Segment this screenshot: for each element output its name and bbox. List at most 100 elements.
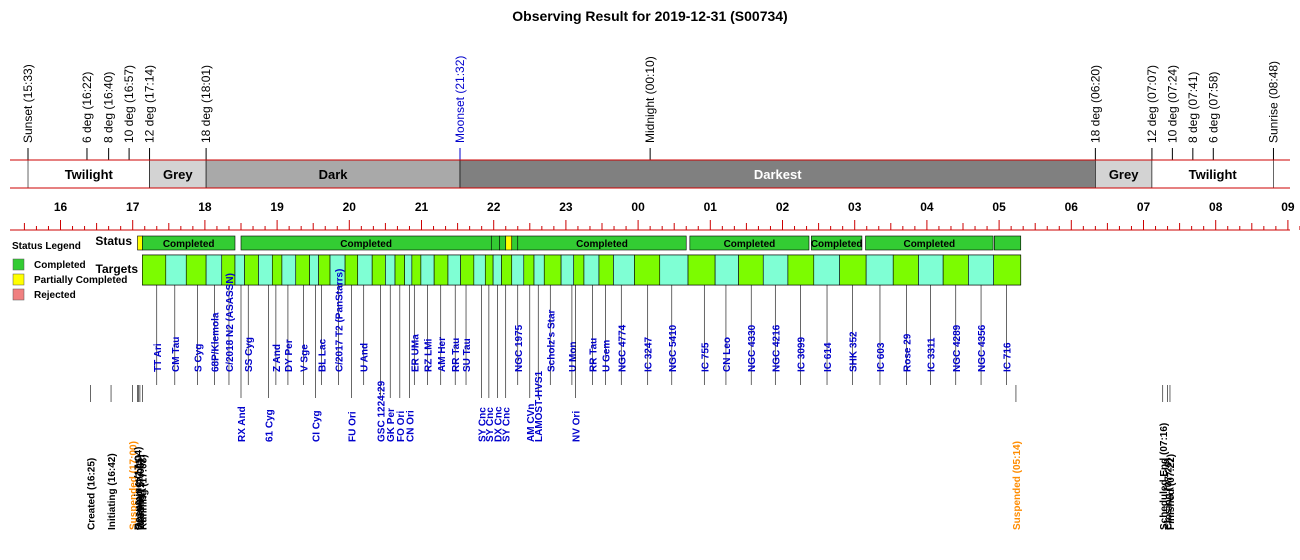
- sky-band-layer: Twilight Grey Dark Darkest Grey Twilight: [10, 159, 1290, 189]
- run-event-label: Scheduled End (07:16): [1159, 423, 1170, 530]
- target-block: [484, 254, 494, 286]
- twilight-event-layer: Sunset (15:33) 6 deg (16:22) 8 deg (16:40)…: [21, 56, 1280, 160]
- target-block: [492, 254, 502, 286]
- target-label-upper: TT Ari: [153, 343, 164, 372]
- target-label-upper: CN Leo: [722, 337, 733, 372]
- target-block: [787, 254, 815, 286]
- twilight-event-label: 10 deg (07:24): [1165, 65, 1179, 143]
- target-label-upper: NGC 1975: [514, 324, 525, 372]
- target-block: [865, 254, 894, 286]
- run-event-label: Running (17:08): [138, 454, 149, 530]
- target-label-lower: CN Ori: [405, 410, 416, 442]
- target-block: [404, 254, 413, 286]
- status-segment-label: Completed: [724, 239, 776, 250]
- target-label-upper: S Cyg: [194, 344, 205, 372]
- axis-hour-label: 21: [415, 200, 429, 214]
- target-label-lower: DX Cnc: [493, 406, 504, 442]
- target-block: [433, 254, 449, 286]
- target-block: [258, 254, 273, 286]
- target-block: [394, 254, 405, 286]
- target-label-lower: AM CVn: [526, 404, 537, 442]
- target-label-upper: NGC 4289: [952, 324, 963, 372]
- run-event-label: Suspended (17:00): [129, 441, 140, 530]
- run-event-label: Closing (07:20): [1164, 458, 1175, 530]
- target-label-upper: Rose 29: [902, 333, 913, 372]
- target-label-upper: NGC 4216: [771, 324, 782, 372]
- target-label-upper: BL Lac: [318, 338, 329, 372]
- target-block: [523, 254, 535, 286]
- target-label-upper: C/2017 T2 (PanStarrs): [334, 269, 345, 372]
- target-label-lower: 61 Cyg: [265, 409, 276, 442]
- target-label-upper: ER UMa: [410, 334, 421, 372]
- run-event-label: Opening (17:05): [135, 454, 146, 530]
- target-block: [244, 254, 259, 286]
- twilight-event-label: Moonset (21:32): [453, 56, 467, 143]
- target-label-lower: RX And: [237, 406, 248, 442]
- status-legend: Status Legend Completed Partially Complete…: [12, 241, 127, 301]
- target-label-upper: U Mon: [568, 341, 579, 372]
- run-event-label: Initiating (16:42): [107, 453, 118, 530]
- axis-hour-label: 01: [704, 200, 718, 214]
- run-event-label: Resuming (17:04): [134, 447, 145, 530]
- target-label-upper: CM Tau: [171, 337, 182, 372]
- legend-title: Status Legend: [12, 241, 81, 252]
- target-block: [385, 254, 396, 286]
- axis-hour-label: 23: [559, 200, 573, 214]
- twilight-event-label: 8 deg (16:40): [102, 72, 116, 143]
- axis-hour-label: 08: [1209, 200, 1223, 214]
- axis-hour-label: 03: [848, 200, 862, 214]
- legend-swatch: [12, 258, 25, 271]
- legend-swatch: [12, 273, 25, 286]
- target-block: [357, 254, 373, 286]
- target-label-upper: NGC 4356: [977, 324, 988, 372]
- target-block: [411, 254, 422, 286]
- target-block: [738, 254, 764, 286]
- twilight-event-label: 8 deg (07:41): [1186, 72, 1200, 143]
- target-block: [993, 254, 1022, 286]
- status-segment-label: Completed: [163, 239, 215, 250]
- target-block: [473, 254, 486, 286]
- targets-row-label: Targets: [96, 262, 139, 276]
- twilight-event-label: 6 deg (16:22): [80, 72, 94, 143]
- sky-band: [1151, 159, 1274, 189]
- target-block: [942, 254, 969, 286]
- target-label-upper: C/2018 N2 (ASASSN): [225, 273, 236, 372]
- target-block: [543, 254, 562, 286]
- target-block: [318, 254, 331, 286]
- status-segment: [993, 235, 1022, 251]
- target-block: [839, 254, 867, 286]
- twilight-event-label: 12 deg (07:07): [1145, 65, 1159, 143]
- run-event-label: Waiting (17:06): [136, 459, 147, 530]
- target-block: [142, 254, 167, 286]
- legend-label: Rejected: [34, 290, 76, 301]
- axis-hour-label: 22: [487, 200, 501, 214]
- run-event-label: Created (16:25): [87, 458, 98, 530]
- target-block: [344, 254, 359, 286]
- target-label-upper: NGC 4774: [617, 324, 628, 372]
- status-segment: [490, 235, 501, 251]
- target-label-upper: U Gem: [602, 340, 613, 372]
- axis-hour-label: 20: [343, 200, 357, 214]
- target-label-lower: SY Cnc: [478, 407, 489, 442]
- target-block: [613, 254, 635, 286]
- sky-band-label: Dark: [319, 167, 349, 182]
- twilight-event-label: 18 deg (18:01): [199, 65, 213, 143]
- twilight-event-label: Sunrise (08:48): [1266, 61, 1280, 143]
- target-block: [205, 254, 223, 286]
- target-block: [813, 254, 840, 286]
- target-block: [460, 254, 475, 286]
- target-label-upper: IC 603: [876, 342, 887, 372]
- status-segment: [499, 235, 507, 251]
- axis-hour-label: 05: [992, 200, 1006, 214]
- target-block: [447, 254, 461, 286]
- twilight-event-label: Midnight (00:10): [643, 56, 657, 143]
- sky-band-label: Grey: [163, 167, 193, 182]
- status-row: Status Completed Completed Completed Complet…: [95, 234, 1022, 251]
- target-block: [234, 254, 245, 286]
- target-block: [918, 254, 944, 286]
- target-block: [583, 254, 600, 286]
- target-block: [598, 254, 614, 286]
- sky-band-label: Twilight: [1189, 167, 1238, 182]
